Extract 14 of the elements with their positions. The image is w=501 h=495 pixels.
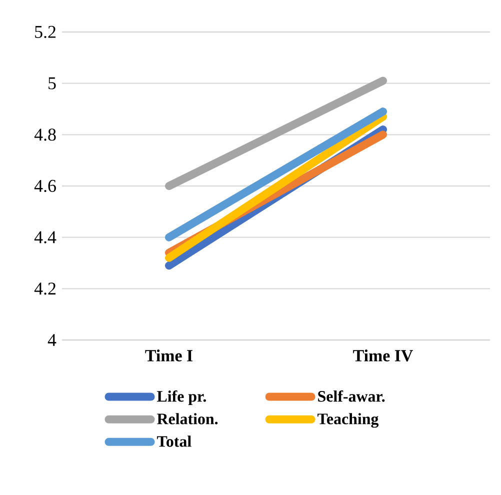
y-tick-label: 4.6 [34, 180, 56, 192]
legend-label: Life pr. [157, 390, 206, 405]
y-tick-label: 5.2 [35, 26, 56, 38]
legend-label: Teaching [318, 413, 379, 428]
x-tick-label: Time I [145, 350, 192, 362]
legend-label: Total [157, 436, 192, 447]
legend-label: Self-awar. [318, 390, 385, 402]
y-tick-label: 4.4 [34, 231, 56, 244]
y-tick-label: 4 [48, 334, 56, 346]
y-tick-label: 4.8 [34, 128, 56, 141]
y-tick-label: 4.2 [34, 282, 56, 295]
x-tick-label: Time IV [353, 350, 413, 362]
legend-label: Relation. [157, 413, 218, 424]
y-tick-label: 5 [48, 77, 56, 90]
